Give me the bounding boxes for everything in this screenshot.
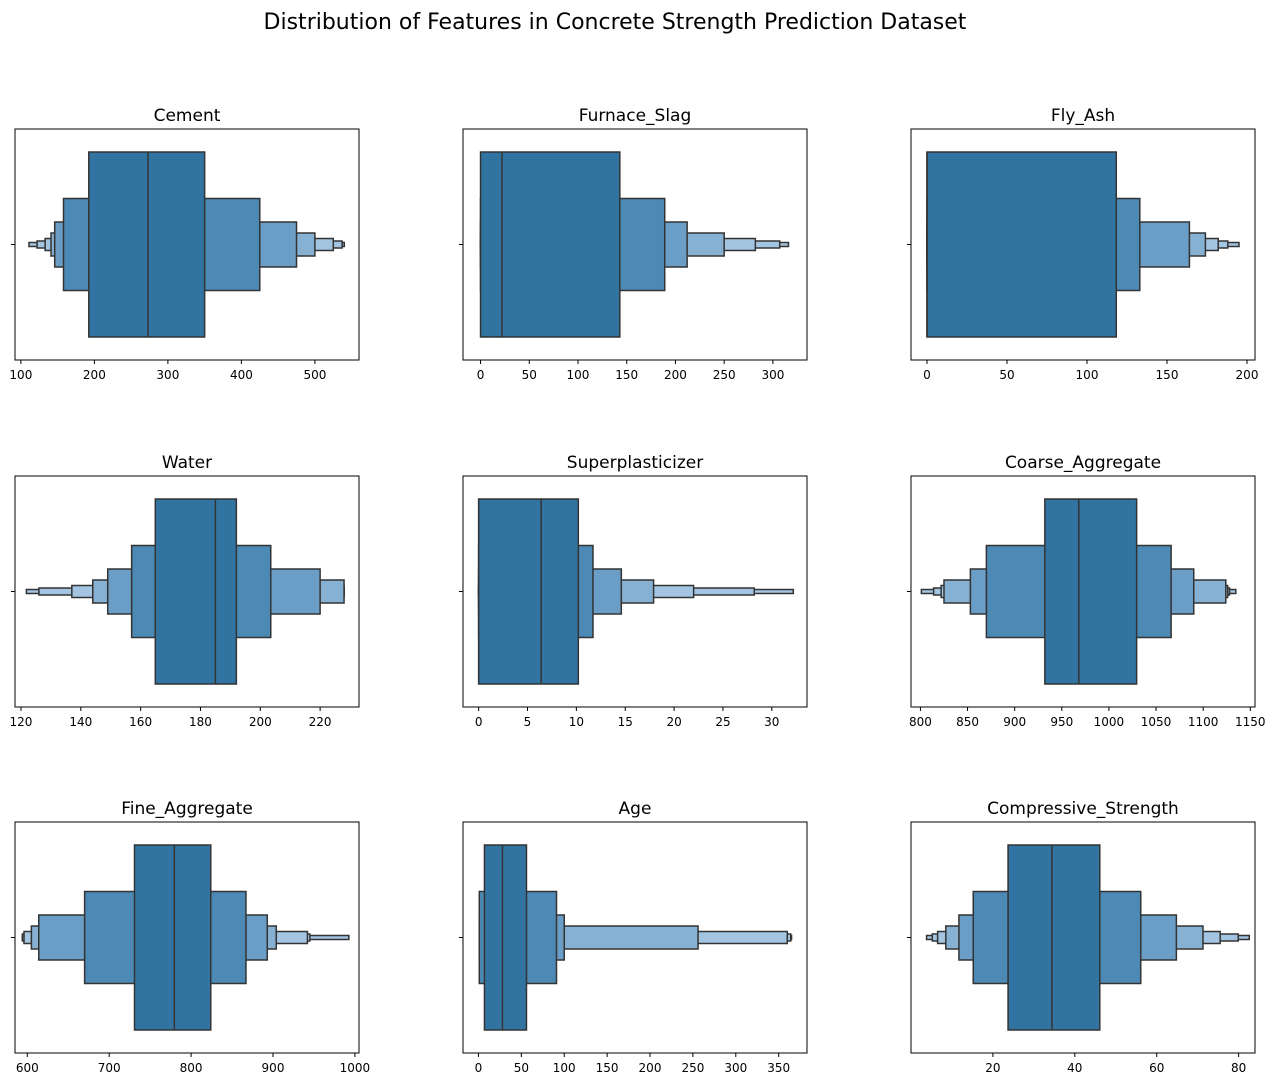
x-tick-label: 180 <box>189 715 212 729</box>
subplot-compressive-strength: Compressive_Strength 20 40 60 80 <box>907 799 1256 1075</box>
x-tick-label: 100 <box>567 368 590 382</box>
x-tick-label: 50 <box>522 368 537 382</box>
x-tick-label: 350 <box>767 1061 790 1075</box>
subplot-title: Water <box>162 453 212 473</box>
subplot-fine-aggregate: Fine_Aggregate 600 700 800 900 1000 <box>11 799 370 1075</box>
x-tick-label: 150 <box>596 1061 619 1075</box>
x-tick-label: 100 <box>9 368 32 382</box>
x-tick-label: 220 <box>309 715 332 729</box>
x-tick-label: 800 <box>909 715 932 729</box>
boxen-level-1 <box>1007 844 1101 1031</box>
x-tick-label: 200 <box>1236 368 1259 382</box>
subplot-furnace-slag: Furnace_Slag 0 50 100 150 200 250 300 <box>459 106 808 382</box>
subplot-coarse-aggregate: Coarse_Aggregate 800 850 900 950 1000 1050 1100… <box>907 453 1266 729</box>
subplot-title: Furnace_Slag <box>579 106 692 126</box>
x-tick-label: 10 <box>569 715 584 729</box>
x-tick-label: 1050 <box>1141 715 1172 729</box>
x-tick-label: 600 <box>16 1061 39 1075</box>
x-tick-label: 1000 <box>1094 715 1125 729</box>
x-tick-label: 850 <box>956 715 979 729</box>
x-tick-label: 900 <box>1003 715 1026 729</box>
boxen-level-1 <box>154 498 238 685</box>
subplot-title: Coarse_Aggregate <box>1005 453 1161 473</box>
boxen-level-1 <box>926 151 1118 338</box>
x-tick-label: 1000 <box>340 1061 371 1075</box>
x-tick-label: 200 <box>639 1061 662 1075</box>
subplot-age: Age 0 50 100 150 200 250 300 350 <box>459 799 808 1075</box>
x-tick-label: 0 <box>923 368 931 382</box>
x-tick-label: 120 <box>10 715 33 729</box>
subplot-water: Water 120 140 160 180 200 220 <box>10 453 360 729</box>
boxen-level-1 <box>479 151 621 338</box>
x-tick-label: 300 <box>724 1061 747 1075</box>
x-tick-label: 200 <box>83 368 106 382</box>
subplot-fly-ash: Fly_Ash 0 50 100 150 200 <box>907 106 1258 382</box>
x-tick-label: 20 <box>985 1061 1000 1075</box>
figure-title: Distribution of Features in Concrete Str… <box>264 10 967 35</box>
x-tick-label: 400 <box>230 368 253 382</box>
x-tick-label: 300 <box>156 368 179 382</box>
subplot-superplasticizer: Superplasticizer 0 5 10 15 20 25 30 <box>459 453 808 729</box>
x-tick-label: 200 <box>249 715 272 729</box>
x-tick-label: 160 <box>129 715 152 729</box>
x-tick-label: 150 <box>1156 368 1179 382</box>
x-tick-label: 1150 <box>1235 715 1266 729</box>
x-tick-label: 900 <box>262 1061 285 1075</box>
x-tick-label: 0 <box>475 715 483 729</box>
x-tick-label: 950 <box>1050 715 1073 729</box>
x-tick-label: 250 <box>681 1061 704 1075</box>
x-tick-label: 100 <box>1076 368 1099 382</box>
x-tick-label: 700 <box>98 1061 121 1075</box>
subplot-title: Compressive_Strength <box>987 799 1179 819</box>
x-tick-label: 300 <box>761 368 784 382</box>
x-tick-label: 50 <box>514 1061 529 1075</box>
x-tick-label: 800 <box>180 1061 203 1075</box>
x-tick-label: 80 <box>1231 1061 1246 1075</box>
x-tick-label: 150 <box>615 368 638 382</box>
x-tick-label: 250 <box>713 368 736 382</box>
subplot-title: Superplasticizer <box>567 453 703 473</box>
x-tick-label: 40 <box>1067 1061 1082 1075</box>
x-tick-label: 200 <box>664 368 687 382</box>
x-tick-label: 1100 <box>1188 715 1219 729</box>
x-tick-label: 140 <box>69 715 92 729</box>
x-tick-label: 25 <box>715 715 730 729</box>
x-tick-label: 0 <box>477 368 485 382</box>
boxen-level-1 <box>483 844 528 1031</box>
x-tick-label: 5 <box>524 715 532 729</box>
subplot-title: Age <box>619 799 652 819</box>
boxen-level-1 <box>133 844 212 1031</box>
boxen-level-1 <box>88 151 206 338</box>
x-tick-label: 20 <box>666 715 681 729</box>
subplot-title: Fly_Ash <box>1051 106 1115 126</box>
x-tick-label: 100 <box>553 1061 576 1075</box>
x-tick-label: 0 <box>475 1061 483 1075</box>
boxen-level-1 <box>477 498 580 685</box>
x-tick-label: 60 <box>1149 1061 1164 1075</box>
subplot-title: Cement <box>154 106 221 126</box>
subplot-cement: Cement 100 200 300 400 500 <box>9 106 360 382</box>
x-tick-label: 15 <box>618 715 633 729</box>
boxen-level-1 <box>1044 498 1138 685</box>
x-tick-label: 500 <box>303 368 326 382</box>
x-tick-label: 50 <box>999 368 1014 382</box>
x-tick-label: 30 <box>764 715 779 729</box>
subplot-title: Fine_Aggregate <box>121 799 253 819</box>
